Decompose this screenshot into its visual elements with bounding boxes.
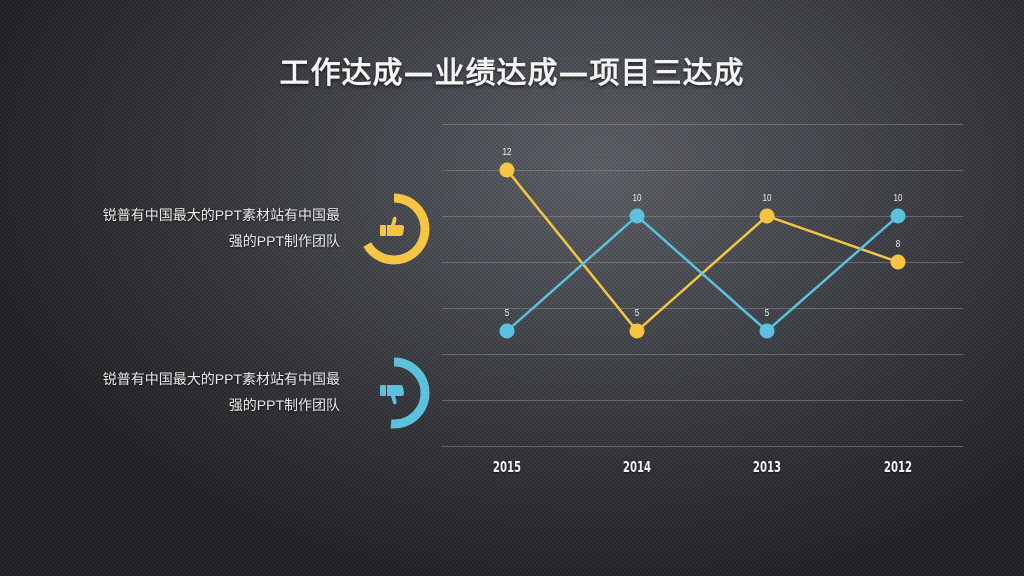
value-label: 5 — [504, 308, 510, 319]
value-label: 10 — [893, 193, 903, 204]
data-point-yellow — [759, 208, 775, 224]
chart-gridlines — [442, 124, 963, 447]
x-axis-label: 2015 — [492, 458, 522, 476]
description-1-line-1: 锐普有中国最大的PPT素材站有中国最 — [102, 207, 340, 223]
data-point-blue — [759, 323, 775, 339]
description-2-line-2: 强的PPT制作团队 — [228, 397, 340, 413]
data-point-yellow — [890, 254, 906, 270]
data-point-yellow — [499, 162, 515, 178]
x-axis-label: 2012 — [883, 458, 913, 476]
value-label: 10 — [762, 193, 772, 204]
x-axis-label: 2014 — [622, 458, 652, 476]
chart-points — [499, 162, 906, 339]
chart-lines — [506, 169, 899, 333]
yellow-progress-badge — [363, 193, 430, 265]
description-2: 锐普有中国最大的PPT素材站有中国最 强的PPT制作团队 — [40, 366, 340, 418]
series-line-yellow — [506, 169, 899, 333]
description-1: 锐普有中国最大的PPT素材站有中国最 强的PPT制作团队 — [40, 202, 340, 254]
blue-arc — [390, 357, 430, 429]
series-line-blue — [506, 214, 899, 333]
description-2-line-1: 锐普有中国最大的PPT素材站有中国最 — [102, 371, 340, 387]
yellow-arc — [363, 193, 430, 265]
blue-progress-badge — [380, 357, 430, 429]
description-1-line-2: 强的PPT制作团队 — [228, 233, 340, 249]
data-point-blue — [499, 323, 515, 339]
data-point-blue — [890, 208, 906, 224]
thumbs-up-icon — [380, 216, 404, 236]
value-label: 5 — [634, 308, 640, 319]
page-title: 工作达成—业绩达成—项目三达成 — [279, 56, 745, 91]
data-point-blue — [629, 208, 645, 224]
x-axis-label: 2013 — [752, 458, 782, 476]
value-label: 12 — [502, 147, 512, 158]
data-point-yellow — [629, 323, 645, 339]
value-label: 10 — [632, 193, 642, 204]
thumbs-down-icon — [380, 385, 404, 405]
value-label: 8 — [895, 239, 901, 250]
value-label: 5 — [764, 308, 770, 319]
